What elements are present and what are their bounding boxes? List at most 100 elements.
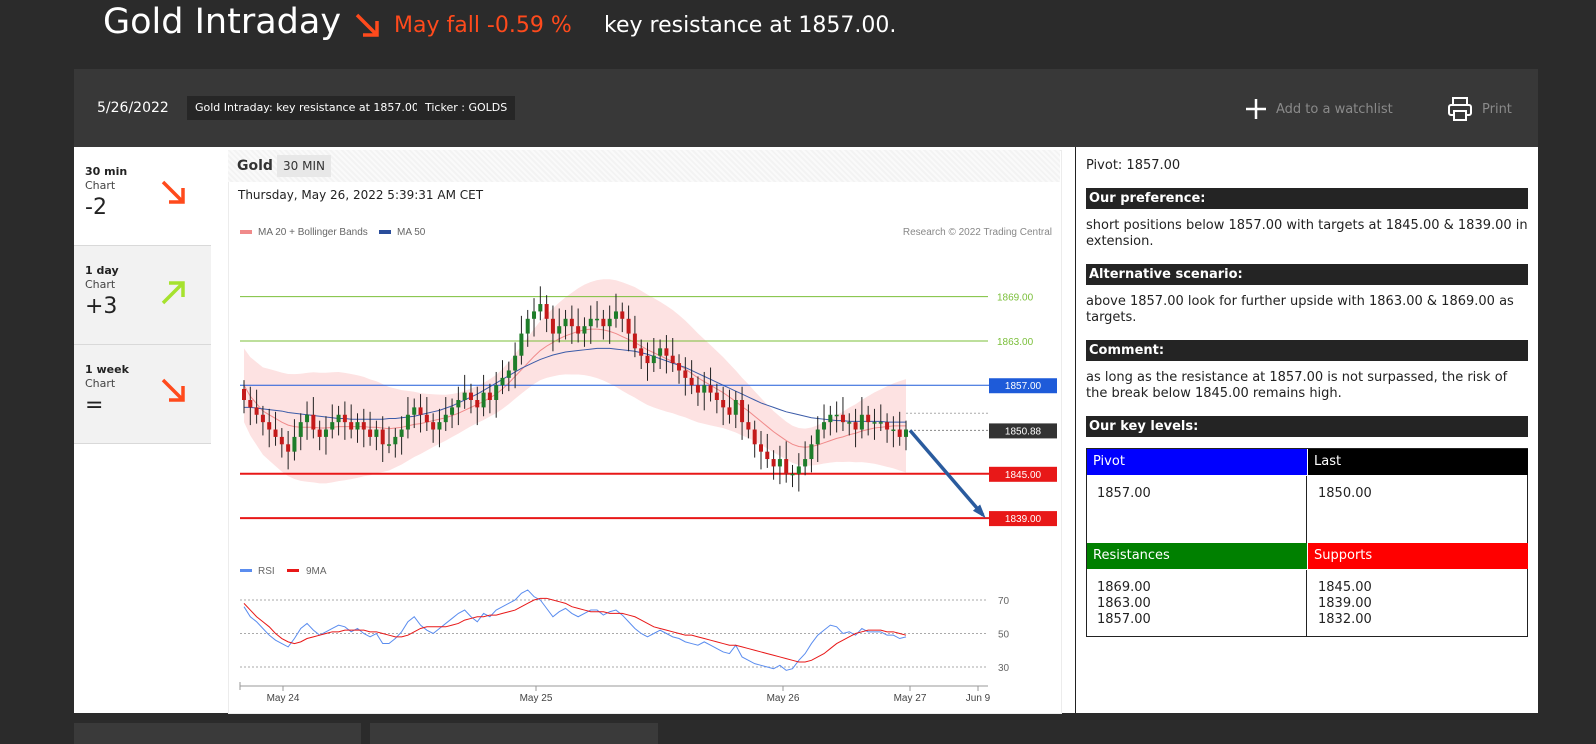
level-label: 1857.00 [1005,381,1042,392]
candle [569,318,574,327]
candle [834,414,839,417]
candle [809,444,814,460]
candle [254,407,259,415]
candle [424,414,429,423]
print-button[interactable]: Print [1446,94,1512,124]
rsi-tick-label: 30 [998,663,1010,674]
print-label: Print [1482,101,1512,117]
candle [639,348,644,356]
candle [702,385,707,393]
level-label: 1839.00 [1005,514,1042,525]
candle [405,414,410,430]
legend-ma50-swatch [379,230,391,234]
candle [645,355,650,364]
bollinger-band [244,279,906,484]
candle [758,444,763,452]
bottom-tab[interactable] [370,723,658,744]
key-levels-table: Pivot Last 1857.00 1850.00 Resistances S… [1086,448,1528,637]
level-label: 1869.00 [997,293,1034,304]
timeframe-1week[interactable]: 1 week Chart = [74,345,211,444]
timeframe-sub: Chart [85,278,116,291]
candle [368,429,373,437]
candle [670,355,675,364]
resistances-header: Resistances [1087,543,1307,569]
candle [532,311,537,319]
candle [859,414,864,430]
candle [330,422,335,430]
candle [323,429,328,437]
legend-rsi: RSI [258,566,275,577]
arrow-down-right-icon [355,13,379,37]
candle [506,370,511,378]
level-label: 1850.88 [1005,426,1042,437]
printer-icon [1448,97,1472,121]
candle [752,429,757,445]
candle [305,414,310,423]
key-levels-heading: Our key levels: [1086,416,1528,437]
candle [513,355,518,371]
candle [437,422,442,430]
candle [292,436,297,452]
candle [620,311,625,319]
candle [525,318,530,334]
chart-asset: Gold [237,158,273,174]
candle [563,318,568,327]
timeframe-label: 30 min [85,165,128,178]
arrow-down-right-icon [161,180,185,204]
candle [828,414,833,423]
plus-icon [1246,99,1266,119]
candle [544,304,549,319]
candle [815,429,820,445]
arrow-up-right-icon [161,281,185,305]
timeframe-score: +3 [85,294,118,319]
x-tick-label: May 25 [520,693,553,704]
candle [387,444,392,446]
candle [613,311,618,319]
candle [487,392,492,400]
timeframe-badge[interactable]: 30 MIN [277,155,331,177]
candle [784,459,789,474]
candle [557,326,562,334]
ma50-line [244,347,906,423]
timeframe-1day[interactable]: 1 day Chart +3 [74,246,211,345]
candle [267,422,272,430]
last-value: 1850.00 [1318,486,1372,501]
timeframe-label: 1 week [85,363,129,376]
comment-text: as long as the resistance at 1857.00 is … [1086,370,1508,401]
candle [481,392,486,408]
candle [664,348,669,356]
candle [601,318,606,327]
candle [298,422,303,437]
candle [765,451,770,460]
candle [727,407,732,415]
candle [689,377,694,386]
candle [443,414,448,423]
legend-9ma: 9MA [306,566,327,577]
x-tick-label: Jun 9 [966,693,991,704]
page-title: Gold Intraday [103,2,342,42]
candle [708,385,713,393]
candle [475,400,480,408]
candle [847,422,852,424]
rsi-tick-label: 70 [998,596,1010,607]
pivot-header: Pivot [1087,449,1307,475]
supports-values: 1845.00 1839.00 1832.00 [1318,580,1372,627]
candle [361,422,366,430]
chart-copyright: Research © 2022 Trading Central [903,227,1052,238]
candle [840,414,845,423]
candle [872,422,877,424]
candle [279,436,284,445]
candle [311,414,316,430]
bottom-tab[interactable] [74,723,361,744]
preference-text: short positions below 1857.00 with targe… [1086,218,1528,249]
candle [714,392,719,400]
x-tick-label: May 26 [767,693,800,704]
candle [336,414,341,423]
candle [242,388,246,400]
legend-ma20: MA 20 + Bollinger Bands [258,227,368,238]
add-watchlist-button[interactable]: Add to a watchlist [1244,95,1393,123]
candle [822,422,827,430]
alternative-text: above 1857.00 look for further upside wi… [1086,294,1514,325]
candle [286,444,291,452]
timeframe-30min[interactable]: 30 min Chart -2 [74,147,211,246]
